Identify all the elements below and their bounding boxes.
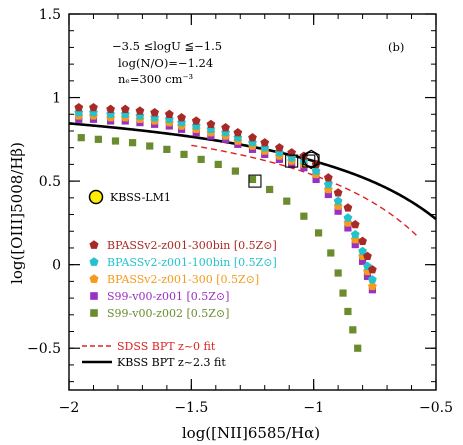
no-annotation: log(N/O)=−1.24 bbox=[118, 56, 213, 70]
data-point-series-4 bbox=[349, 326, 357, 334]
panel-label: (b) bbox=[388, 40, 404, 54]
data-point-series-4 bbox=[248, 175, 257, 184]
data-point-series-1 bbox=[350, 229, 360, 239]
data-point-series-4 bbox=[283, 197, 291, 205]
ne-annotation: nₑ=300 cm⁻³ bbox=[118, 72, 194, 86]
y-axis-title: log([OIII]5008/Hβ) bbox=[8, 142, 26, 284]
data-point-series-3 bbox=[359, 257, 367, 265]
data-point-series-0 bbox=[368, 265, 377, 274]
data-point-series-0 bbox=[343, 203, 353, 212]
y-tick-label: 0 bbox=[52, 258, 61, 274]
data-point-series-0 bbox=[206, 119, 216, 129]
legend-label-series-3: S99-v00-z001 [0.5Z⊙] bbox=[107, 290, 229, 303]
data-point-series-0 bbox=[358, 236, 367, 245]
legend-marker-series-0 bbox=[89, 240, 99, 249]
kbss-lm1-hexagon bbox=[302, 149, 320, 170]
data-point-series-1 bbox=[333, 196, 343, 205]
data-point-series-4 bbox=[94, 135, 102, 143]
legend-label-series-4: S99-v00-z002 [0.5Z⊙] bbox=[107, 307, 229, 320]
data-point-series-0 bbox=[221, 123, 230, 132]
data-point-series-4 bbox=[327, 249, 335, 257]
data-point-series-4 bbox=[180, 150, 188, 158]
data-point-series-0 bbox=[350, 219, 360, 229]
data-point-series-4 bbox=[334, 269, 342, 277]
highlight-square bbox=[285, 154, 299, 168]
data-point-series-4 bbox=[354, 344, 362, 352]
data-point-series-1 bbox=[343, 213, 353, 222]
legend-label-kbss: KBSS BPT z~2.3 fit bbox=[117, 356, 226, 369]
data-point-series-0 bbox=[287, 148, 297, 157]
legend-marker-series-2 bbox=[89, 274, 99, 283]
data-point-series-1 bbox=[323, 179, 333, 189]
data-point-series-0 bbox=[260, 138, 270, 147]
axis-ticks: −2 −1.5 −1 −0.5 −0.5 0 0.5 1 1.5 bbox=[27, 7, 453, 416]
data-point-series-1 bbox=[358, 246, 367, 256]
y-tick-label: 1.5 bbox=[39, 7, 61, 23]
legend-marker-series-1 bbox=[89, 257, 99, 266]
data-point-series-4 bbox=[77, 134, 85, 142]
data-point-series-0 bbox=[106, 104, 115, 113]
legend-marker-series-3 bbox=[90, 292, 98, 300]
data-point-series-3 bbox=[344, 224, 352, 232]
data-point-series-0 bbox=[89, 102, 98, 112]
legend: BPASSv2-z001-300bin [0.5Z⊙] BPASSv2-z001… bbox=[82, 239, 277, 369]
data-point-series-0 bbox=[275, 143, 284, 152]
data-point-series-4 bbox=[111, 137, 120, 145]
x-tick-label: −1 bbox=[303, 400, 324, 416]
data-point-series-4 bbox=[163, 145, 171, 153]
data-point-series-4 bbox=[129, 139, 137, 147]
legend-label-series-0: BPASSv2-z001-300bin [0.5Z⊙] bbox=[107, 239, 277, 252]
data-point-series-4 bbox=[339, 289, 347, 297]
data-point-series-4 bbox=[197, 155, 205, 163]
x-tick-label: −0.5 bbox=[419, 400, 453, 416]
data-point-series-4 bbox=[231, 167, 239, 175]
data-point-series-4 bbox=[344, 307, 352, 316]
data-point-series-0 bbox=[135, 106, 145, 115]
data-point-series-3 bbox=[324, 190, 332, 199]
sdss-fit-curve bbox=[191, 144, 417, 236]
data-point-series-2 bbox=[368, 281, 377, 291]
data-point-series-3 bbox=[334, 207, 342, 215]
kbss-lm1-legend-label: KBSS-LM1 bbox=[110, 191, 171, 204]
data-point-series-3 bbox=[351, 241, 359, 249]
x-tick-label: −1.5 bbox=[174, 400, 208, 416]
data-point-series-0 bbox=[150, 108, 160, 117]
kbss-lm1-legend-marker bbox=[88, 189, 104, 205]
data-point-series-3 bbox=[312, 175, 320, 184]
logu-annotation: −3.5 ≤logU ≦−1.5 bbox=[112, 39, 222, 53]
legend-label-series-2: BPASSv2-z001-300 [0.5Z⊙] bbox=[107, 273, 259, 286]
data-point-series-0 bbox=[233, 128, 243, 137]
data-point-series-3 bbox=[363, 272, 372, 280]
x-axis-title: log([NII]6585/Hα) bbox=[182, 424, 320, 442]
data-point-series-4 bbox=[266, 185, 274, 194]
kbss-lm1-point bbox=[303, 151, 319, 167]
y-tick-label: −0.5 bbox=[27, 341, 61, 357]
data-point-series-0 bbox=[74, 102, 84, 112]
data-point-series-0 bbox=[333, 188, 343, 197]
plot-frame bbox=[68, 13, 437, 391]
data-point-series-4 bbox=[146, 142, 154, 150]
y-tick-label: 0.5 bbox=[39, 174, 61, 190]
data-point-series-4 bbox=[214, 160, 222, 168]
data-point-series-0 bbox=[177, 113, 186, 122]
legend-label-series-1: BPASSv2-z001-100bin [0.5Z⊙] bbox=[107, 256, 277, 269]
data-point-series-0 bbox=[323, 173, 333, 182]
data-point-series-0 bbox=[120, 104, 130, 113]
legend-label-sdss: SDSS BPT z~0 fit bbox=[117, 340, 216, 353]
highlight-square bbox=[248, 174, 262, 188]
data-point-series-0 bbox=[363, 251, 372, 261]
data-point-series-4 bbox=[314, 229, 323, 237]
y-tick-label: 1 bbox=[52, 91, 61, 107]
data-point-series-1 bbox=[368, 275, 377, 284]
data-point-series-1 bbox=[311, 166, 321, 175]
data-points bbox=[74, 102, 377, 352]
data-point-series-0 bbox=[248, 133, 257, 142]
data-point-series-0 bbox=[164, 109, 174, 118]
data-point-series-0 bbox=[191, 116, 201, 125]
legend-marker-series-4 bbox=[90, 309, 98, 317]
x-tick-label: −2 bbox=[59, 400, 80, 416]
data-point-series-4 bbox=[300, 212, 308, 220]
